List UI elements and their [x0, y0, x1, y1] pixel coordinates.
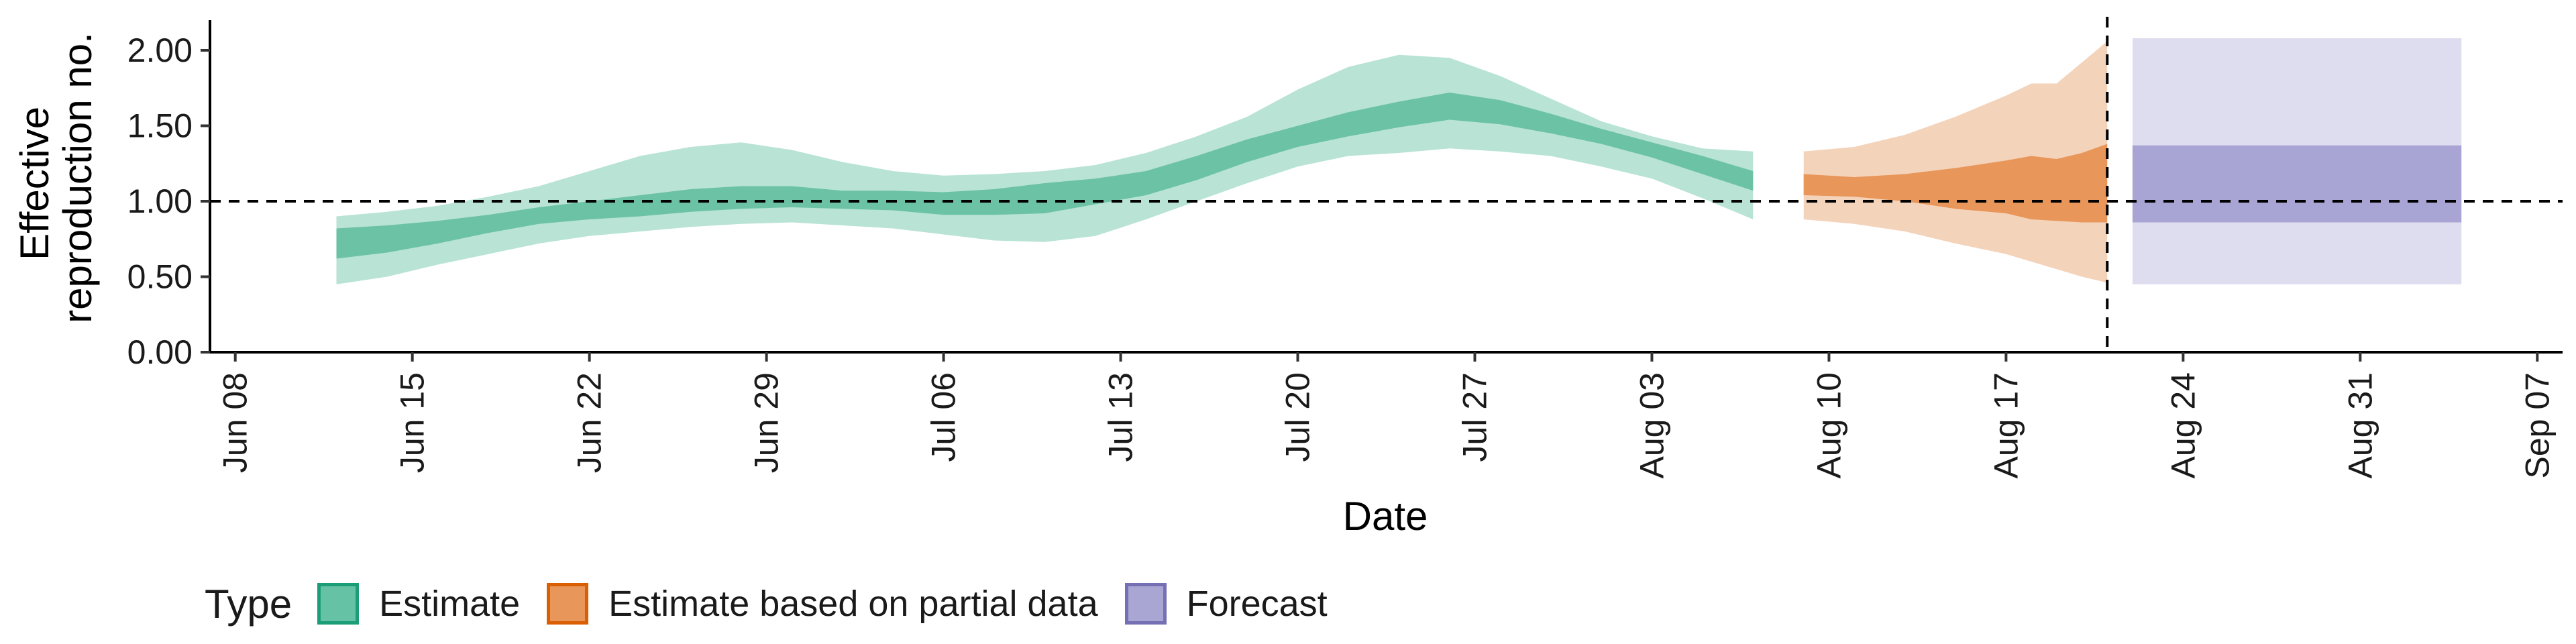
- reference-lines: [210, 17, 2563, 352]
- legend-label-estimate: Estimate: [379, 584, 521, 624]
- x-tick-label: Jun 08: [217, 372, 254, 473]
- x-tick-label: Sep 07: [2518, 372, 2556, 478]
- estimate-based-on-partial-data-outer-band: [1803, 41, 2108, 283]
- x-tick-label: Jun 29: [748, 372, 786, 473]
- forecast-inner-band: [2132, 145, 2462, 223]
- x-tick-label: Jul 13: [1102, 372, 1140, 462]
- y-axis-title: Effective reproduction no.: [12, 32, 100, 323]
- y-tick-label: 2.00: [127, 32, 193, 69]
- x-tick-label: Aug 24: [2164, 372, 2202, 478]
- series-bands: [336, 38, 2462, 284]
- legend-key-forecast: [1124, 583, 1167, 625]
- estimate-based-on-partial-data-inner-band: [1803, 144, 2108, 223]
- x-tick-label: Jun 15: [394, 372, 431, 473]
- legend-key-partial-estimate: [547, 583, 589, 625]
- y-axis-title-line-1: Effective: [12, 107, 57, 260]
- y-tick-label: 1.50: [127, 107, 193, 145]
- y-axis-ticks: 0.00 0.50 1.00 1.50 2.00: [127, 32, 210, 371]
- legend-item-estimate: Estimate: [317, 583, 520, 625]
- x-tick-label: Aug 03: [1633, 372, 1670, 478]
- y-tick-label: 0.50: [127, 258, 193, 296]
- legend-item-partial-estimate: Estimate based on partial data: [547, 583, 1098, 625]
- y-tick-label: 0.00: [127, 333, 193, 371]
- legend-label-partial-estimate: Estimate based on partial data: [608, 584, 1098, 624]
- x-tick-label: Jul 06: [925, 372, 963, 462]
- x-tick-label: Jul 20: [1279, 372, 1317, 462]
- legend-key-estimate: [317, 583, 360, 625]
- y-tick-label: 1.00: [127, 182, 193, 220]
- x-tick-label: Aug 17: [1987, 372, 2025, 478]
- x-axis-ticks: Jun 08 Jun 15 Jun 22 Jun 29 Jul 06 Jul 13 Jul …: [217, 352, 2556, 478]
- x-tick-label: Jun 22: [571, 372, 608, 473]
- x-tick-label: Aug 31: [2341, 372, 2379, 478]
- legend: Type Estimate Estimate based on partial …: [205, 577, 1354, 631]
- estimate-outer-band: [336, 54, 1754, 284]
- legend-title: Type: [205, 581, 292, 627]
- x-tick-label: Jul 27: [1456, 372, 1493, 462]
- x-tick-label: Aug 10: [1810, 372, 1847, 478]
- legend-item-forecast: Forecast: [1124, 583, 1328, 625]
- legend-label-forecast: Forecast: [1186, 584, 1328, 624]
- y-axis-title-line-2: reproduction no.: [55, 32, 100, 323]
- axes: [209, 20, 2563, 354]
- x-axis-title: Date: [1343, 494, 1428, 539]
